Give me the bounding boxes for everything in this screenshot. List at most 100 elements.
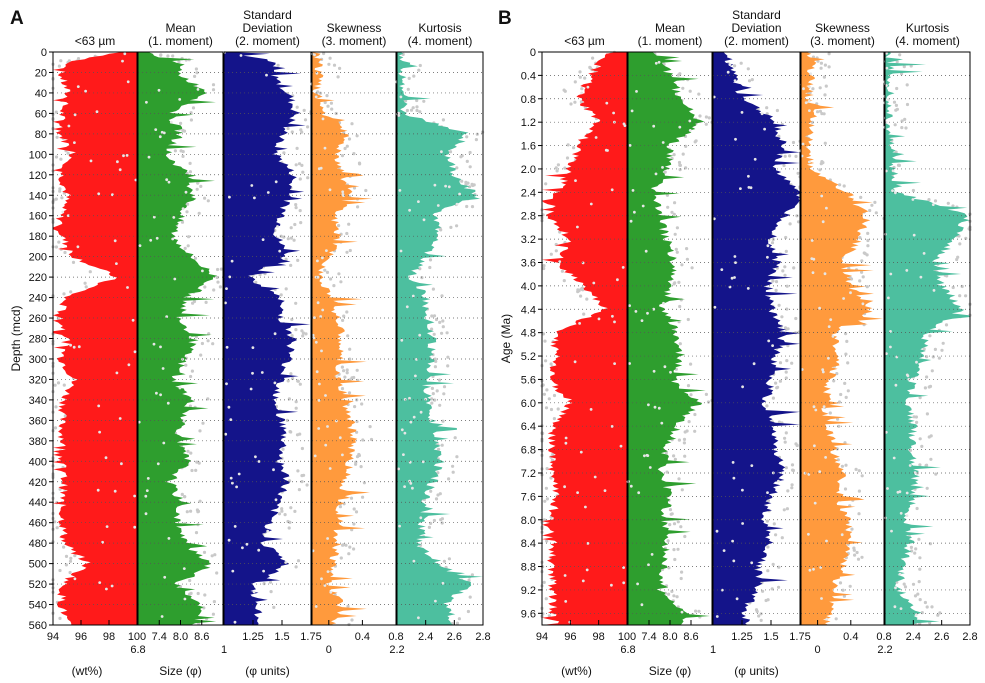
data-point — [431, 392, 435, 396]
data-point — [573, 80, 577, 84]
data-point — [440, 150, 443, 154]
track-frame — [311, 51, 397, 626]
data-point — [281, 447, 285, 451]
track-skewness: Skewness(3. moment) 0 0.4 0.8 — [310, 21, 404, 656]
data-point — [673, 201, 677, 205]
data-point — [412, 74, 416, 78]
data-point — [677, 477, 681, 481]
data-point — [316, 259, 319, 263]
data-point — [543, 339, 547, 343]
data-point — [460, 154, 464, 158]
data-point — [399, 95, 403, 99]
data-point — [329, 277, 333, 281]
data-point — [784, 327, 788, 331]
data-point — [733, 79, 737, 82]
data-point — [152, 342, 156, 346]
data-point — [816, 110, 820, 114]
data-point — [913, 594, 918, 598]
data-point — [784, 431, 788, 435]
data-point — [433, 183, 437, 187]
data-point — [274, 498, 278, 502]
data-point — [408, 396, 411, 400]
data-point — [918, 437, 922, 441]
data-point — [927, 198, 931, 202]
data-point — [774, 533, 778, 537]
track-title: (4. moment) — [408, 34, 473, 48]
data-point — [342, 314, 346, 318]
data-point — [928, 334, 932, 338]
x-tick-label: 2.6 — [934, 631, 949, 643]
data-point — [562, 279, 566, 283]
data-point — [419, 410, 423, 414]
y-tick-label: 160 — [29, 211, 47, 223]
data-point — [397, 467, 400, 471]
data-point — [866, 231, 870, 235]
data-point — [178, 386, 182, 390]
track-title: (1. moment) — [148, 34, 213, 48]
data-point — [249, 387, 253, 391]
data-point — [300, 163, 304, 167]
data-point — [889, 330, 892, 333]
data-point — [749, 186, 753, 190]
data-point — [784, 370, 788, 374]
data-point — [316, 275, 320, 279]
data-point — [873, 200, 877, 204]
data-point — [441, 118, 445, 122]
data-point — [455, 621, 460, 625]
data-point — [183, 495, 187, 499]
data-point — [113, 489, 117, 493]
data-point — [846, 389, 850, 393]
data-point — [781, 269, 785, 273]
data-point — [399, 249, 403, 253]
data-point — [57, 240, 61, 244]
data-point — [444, 184, 447, 188]
data-point — [316, 301, 320, 305]
data-point — [345, 144, 349, 148]
data-point — [347, 137, 352, 141]
data-point — [932, 289, 936, 292]
data-point — [314, 605, 318, 608]
data-point — [180, 220, 185, 224]
data-point — [207, 332, 211, 336]
data-point — [594, 136, 598, 139]
data-point — [327, 62, 331, 66]
data-point — [418, 110, 422, 114]
data-point — [276, 63, 280, 67]
data-point — [848, 584, 852, 588]
data-point — [685, 247, 689, 251]
x-tick-label: 1.25 — [242, 631, 263, 643]
y-axis-title: Age (Ma) — [499, 314, 513, 363]
y-tick-label: 4.8 — [521, 328, 536, 340]
data-point — [905, 83, 909, 87]
data-point — [931, 203, 935, 207]
y-tick-label: 0 — [530, 47, 536, 59]
data-point — [361, 438, 365, 442]
data-point — [325, 94, 329, 98]
data-point — [670, 512, 674, 516]
data-point — [284, 561, 288, 564]
data-point — [925, 375, 929, 379]
y-tick-label: 560 — [29, 620, 47, 632]
data-point — [885, 84, 888, 87]
data-point — [73, 113, 77, 117]
data-point — [440, 294, 444, 298]
data-point — [964, 236, 968, 240]
data-point — [434, 599, 437, 603]
grid — [713, 75, 800, 614]
data-point — [818, 470, 822, 473]
y-tick-label: 180 — [29, 231, 47, 243]
data-point — [415, 98, 419, 103]
data-point — [432, 332, 436, 336]
data-point — [589, 408, 593, 411]
data-point — [735, 597, 739, 601]
data-point — [739, 61, 743, 65]
data-point — [839, 392, 843, 397]
data-point — [664, 451, 668, 455]
data-point — [440, 443, 444, 447]
profile-area — [138, 52, 218, 625]
data-point — [60, 196, 64, 200]
data-point — [552, 417, 557, 421]
data-point — [403, 485, 406, 488]
x-tick-label: 2.4 — [418, 631, 433, 643]
data-point — [441, 581, 445, 585]
